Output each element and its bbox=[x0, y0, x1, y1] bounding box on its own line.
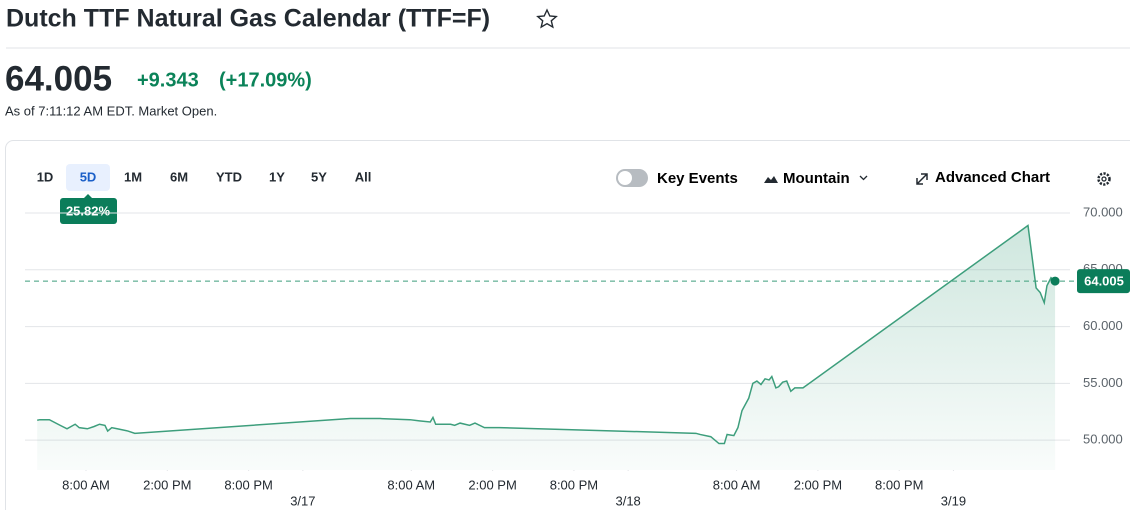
change: +9.343 bbox=[137, 69, 199, 91]
current-price-dot bbox=[1050, 276, 1060, 286]
key-events[interactable]: Key Events bbox=[657, 170, 738, 187]
date-label: 3/19 bbox=[941, 493, 966, 508]
x-tick-label: 8:00 PM bbox=[875, 477, 923, 492]
y-tick-label: 55.000 bbox=[1083, 375, 1123, 390]
chart-style[interactable]: Mountain bbox=[783, 170, 850, 187]
as-of: As of 7:11:12 AM EDT. Market Open. bbox=[5, 103, 217, 118]
date-label: 3/18 bbox=[615, 493, 640, 508]
x-tick-label: 8:00 AM bbox=[713, 477, 761, 492]
x-tick-label: 8:00 AM bbox=[387, 477, 435, 492]
range-button[interactable]: 6M bbox=[170, 169, 188, 184]
toggle-knob bbox=[618, 171, 632, 185]
current-price-label: 64.005 bbox=[1084, 274, 1124, 289]
current-price-badge bbox=[1077, 269, 1130, 294]
range-button[interactable]: All bbox=[355, 169, 372, 184]
gear-teeth bbox=[1097, 172, 1111, 186]
x-tick-label: 2:00 PM bbox=[143, 477, 191, 492]
range-button[interactable]: 1Y bbox=[269, 169, 285, 184]
x-tick-label: 8:00 PM bbox=[224, 477, 272, 492]
advanced-chart[interactable]: Advanced Chart bbox=[935, 169, 1050, 186]
expand-icon bbox=[916, 173, 928, 185]
x-tick-label: 8:00 AM bbox=[62, 477, 110, 492]
change-percent: (+17.09%) bbox=[219, 69, 312, 91]
area-fill bbox=[37, 225, 1056, 470]
range-button[interactable]: 5Y bbox=[311, 169, 327, 184]
y-tick-label: 70.000 bbox=[1083, 204, 1123, 219]
range-button[interactable]: 5D bbox=[80, 169, 97, 184]
range-selected-bg bbox=[66, 164, 110, 191]
x-tick-label: 2:00 PM bbox=[794, 477, 842, 492]
x-tick-label: 2:00 PM bbox=[468, 477, 516, 492]
gear-hub bbox=[1101, 176, 1107, 182]
range-return-badge bbox=[60, 198, 117, 224]
settings-icon[interactable] bbox=[1097, 172, 1111, 186]
chevron bbox=[859, 175, 868, 181]
chart-card bbox=[5, 140, 1130, 510]
price-line bbox=[37, 224, 1056, 445]
date-label: 3/17 bbox=[290, 493, 315, 508]
y-tick-label: 50.000 bbox=[1083, 432, 1123, 447]
page-title: Dutch TTF Natural Gas Calendar (TTF=F) bbox=[6, 5, 490, 33]
badge-pointer bbox=[83, 194, 93, 199]
price: 64.005 bbox=[5, 59, 112, 98]
range-button[interactable]: 1D bbox=[37, 169, 54, 184]
range-button[interactable]: YTD bbox=[216, 169, 242, 184]
y-tick-label: 60.000 bbox=[1083, 318, 1123, 333]
range-return: 25.82% bbox=[66, 203, 111, 218]
x-tick-label: 8:00 PM bbox=[550, 477, 598, 492]
mountain-icon bbox=[764, 176, 778, 183]
range-button[interactable]: 1M bbox=[124, 169, 142, 184]
watchlist-star[interactable] bbox=[536, 8, 558, 29]
